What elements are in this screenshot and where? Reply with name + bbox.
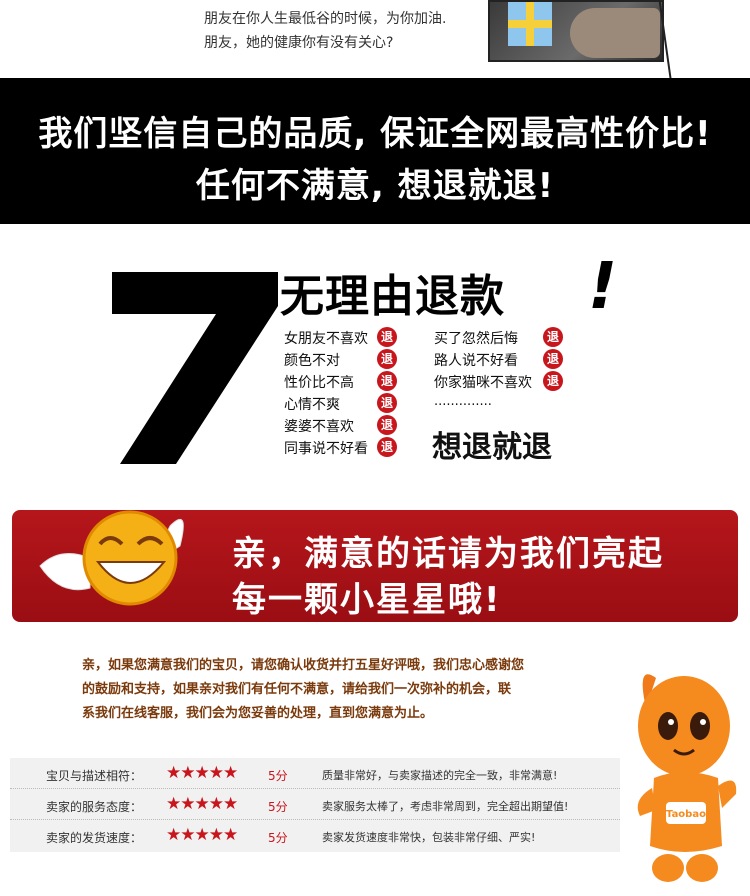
review-section: 亲，满意的话请为我们亮起 每一颗小星星哦! 亲，如果您满意我们的宝贝，请您确认收… [0,496,750,896]
reason-left-3: 性价比不高 [284,375,354,391]
smiley-thumbs-up-icon [39,510,184,606]
rating-score: 5分 [268,800,288,814]
return-badge: 退 [377,437,397,457]
return-title: 无理由退款 [280,271,505,322]
return-badge: 退 [543,349,563,369]
mascot-label: Taobao [666,809,706,820]
return-badge: 退 [377,415,397,435]
big-seven-numeral [112,272,278,464]
rating-table: 宝贝与描述相符： ★★★★★ 5分 质量非常好，与卖家描述的完全一致，非常满意!… [10,758,620,852]
star-rating-icon: ★★★★★ [166,825,238,845]
rating-comment: 质量非常好，与卖家描述的完全一致，非常满意! [322,769,558,782]
quality-banner-line-2: 任何不满意, 想退就退! [195,166,555,206]
reason-left-5: 婆婆不喜欢 [284,419,354,435]
star-banner-line-1: 亲，满意的话请为我们亮起 [232,534,664,574]
rating-label: 宝贝与描述相符： [46,769,143,783]
return-badge: 退 [543,327,563,347]
star-banner-line-2: 每一颗小星星哦! [232,580,502,620]
rating-score: 5分 [268,831,288,845]
return-badge: 退 [543,371,563,391]
rating-score: 5分 [268,769,288,783]
rating-row: 卖家的服务态度： ★★★★★ 5分 卖家服务太棒了，考虑非常周到，完全超出期望值… [10,789,620,820]
reason-left-6: 同事说不好看 [284,441,368,457]
message-line-3: 系我们在线客服，我们会为您妥善的处理，直到您满意为止。 [82,706,434,721]
top-text-line-1: 朋友在你人生最低谷的时候，为你加油. [204,11,447,27]
rating-comment: 卖家发货速度非常快，包装非常仔细、严实! [322,831,536,844]
top-text-line-2: 朋友，她的健康你有没有关心? [204,35,394,51]
hand-image [570,8,660,58]
quality-banner: 我们坚信自己的品质, 保证全网最高性价比! 任何不满意, 想退就退! [0,78,750,224]
rating-row: 宝贝与描述相符： ★★★★★ 5分 质量非常好，与卖家描述的完全一致，非常满意! [10,758,620,789]
reason-left-4: 心情不爽 [284,397,340,413]
return-badge: 退 [377,393,397,413]
return-badge: 退 [377,327,397,347]
message-line-1: 亲，如果您满意我们的宝贝，请您确认收货并打五星好评哦，我们忠心感谢您 [82,658,525,673]
message-line-2: 的鼓励和支持，如果亲对我们有任何不满意，请给我们一次弥补的机会，联 [82,682,512,697]
rating-row: 卖家的发货速度： ★★★★★ 5分 卖家发货速度非常快，包装非常仔细、严实! [10,820,620,851]
seven-day-return-section: 无理由退款 ! 女朋友不喜欢 退 颜色不对 退 性价比不高 退 心情不爽 退 婆… [0,224,750,496]
reason-left-1: 女朋友不喜欢 [284,331,368,347]
star-rating-icon: ★★★★★ [166,794,238,814]
reason-left-2: 颜色不对 [284,353,340,369]
quality-banner-line-1: 我们坚信自己的品质, 保证全网最高性价比! [38,114,712,154]
rating-label: 卖家的发货速度： [46,831,143,845]
reason-right-3: 你家猫咪不喜欢 [434,375,532,391]
star-rating-icon: ★★★★★ [166,763,238,783]
review-request-message: 亲，如果您满意我们的宝贝，请您确认收货并打五星好评哦，我们忠心感谢您 的鼓励和支… [82,654,602,726]
rating-comment: 卖家服务太棒了，考虑非常周到，完全超出期望值! [322,800,569,813]
return-slogan: 想退就退 [432,430,552,465]
reason-right-2: 路人说不好看 [434,353,518,369]
top-strip: 朋友在你人生最低谷的时候，为你加油. 朋友，她的健康你有没有关心? [0,0,750,78]
ellipsis-dots: .............. [434,394,492,409]
return-badge: 退 [377,349,397,369]
return-badge: 退 [377,371,397,391]
reason-right-1: 买了忽然后悔 [434,331,518,347]
taobao-mascot-icon: Taobao [637,674,737,882]
return-exclaim: ! [588,250,618,324]
rating-label: 卖家的服务态度： [46,800,143,814]
gift-photo [488,0,664,62]
